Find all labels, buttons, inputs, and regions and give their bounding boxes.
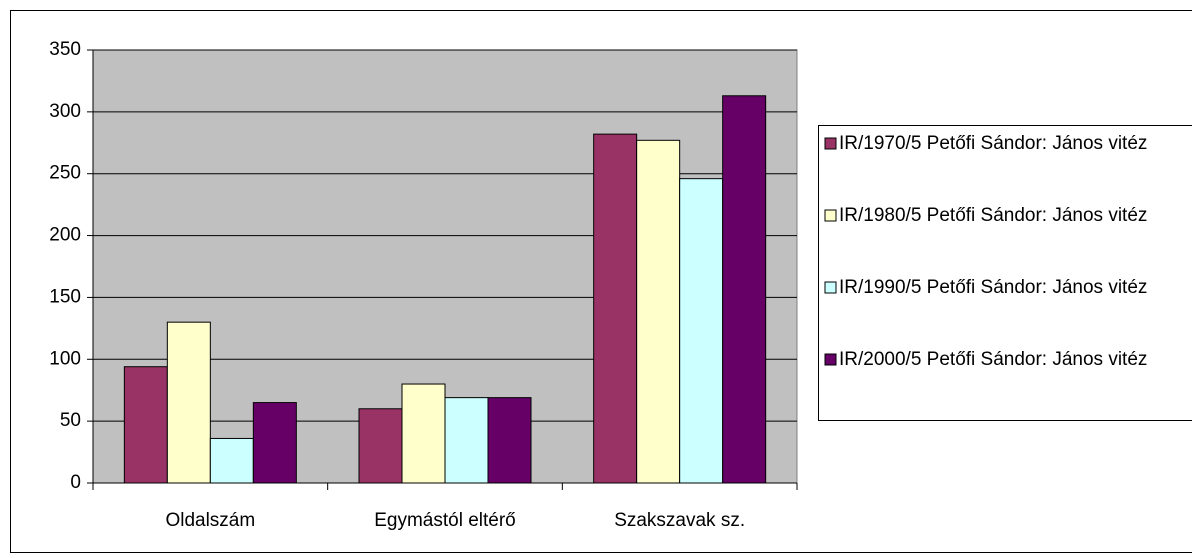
legend-label: IR/1990/5 Petőfi Sándor: János vitéz bbox=[839, 277, 1148, 298]
bar bbox=[487, 397, 532, 484]
x-tick-label: Oldalszám bbox=[165, 510, 255, 531]
y-tick-label: 250 bbox=[49, 163, 81, 184]
bar bbox=[166, 321, 211, 484]
legend-label: IR/2000/5 Petőfi Sándor: János vitéz bbox=[839, 349, 1148, 370]
bar bbox=[593, 133, 638, 484]
bar bbox=[444, 397, 489, 484]
x-tick-label: Egymástól eltérő bbox=[374, 510, 516, 531]
y-tick-label: 200 bbox=[49, 225, 81, 246]
bar bbox=[209, 437, 254, 484]
y-tick-label: 350 bbox=[49, 39, 81, 60]
legend-swatch bbox=[824, 281, 837, 294]
legend-swatch bbox=[824, 209, 837, 222]
x-tick-label: Szakszavak sz. bbox=[614, 510, 745, 531]
bar bbox=[252, 402, 297, 484]
legend-swatch bbox=[824, 137, 837, 150]
legend-label: IR/1980/5 Petőfi Sándor: János vitéz bbox=[839, 205, 1148, 226]
bar bbox=[722, 95, 767, 484]
bar bbox=[358, 408, 403, 484]
legend-swatch bbox=[824, 353, 837, 366]
y-tick-label: 0 bbox=[70, 472, 81, 493]
bar bbox=[401, 383, 446, 484]
y-tick-label: 100 bbox=[49, 348, 81, 369]
y-tick-label: 50 bbox=[60, 410, 81, 431]
bar bbox=[679, 178, 724, 484]
bar bbox=[636, 139, 681, 484]
y-tick-label: 150 bbox=[49, 286, 81, 307]
y-tick-label: 300 bbox=[49, 101, 81, 122]
bar bbox=[123, 366, 168, 484]
legend-box bbox=[818, 125, 1192, 421]
legend-label: IR/1970/5 Petőfi Sándor: János vitéz bbox=[839, 133, 1148, 154]
